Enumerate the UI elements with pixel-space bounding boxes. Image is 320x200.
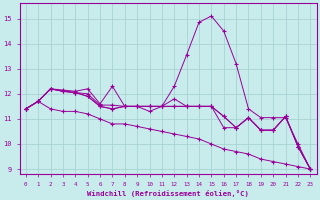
X-axis label: Windchill (Refroidissement éolien,°C): Windchill (Refroidissement éolien,°C) (87, 190, 249, 197)
